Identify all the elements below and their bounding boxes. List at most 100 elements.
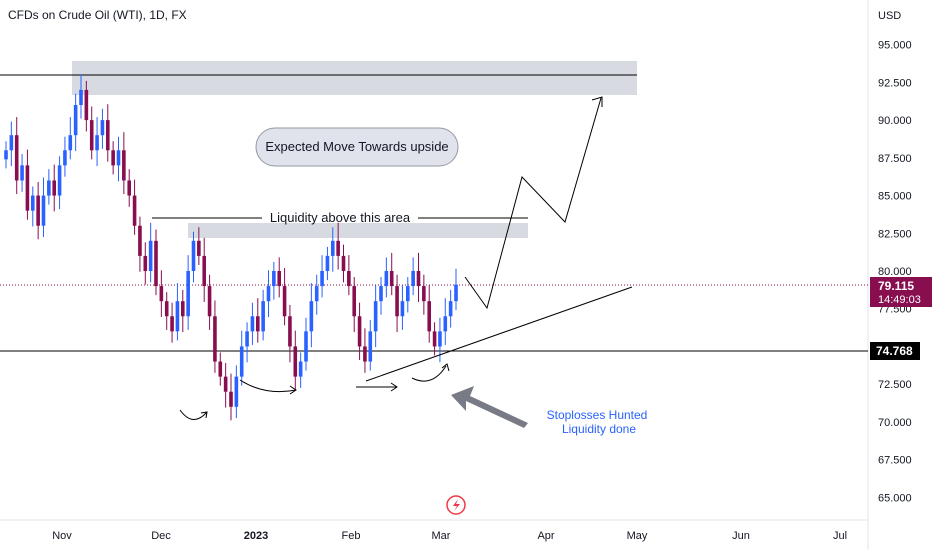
straight-arrowhead [390, 382, 398, 392]
currency-label: USD [878, 10, 901, 22]
candle-body [422, 286, 426, 302]
current-price-value: 79.115 [878, 279, 914, 293]
candle-body [116, 150, 121, 166]
y-tick-label: 65.000 [878, 492, 912, 504]
trendline [365, 286, 633, 382]
candle-body [320, 271, 324, 287]
y-tick-label: 80.000 [878, 266, 912, 278]
current-price-tag [870, 277, 932, 307]
candle-body [202, 255, 207, 287]
candle-body [448, 301, 453, 317]
candle-body [143, 255, 148, 271]
candle-body [218, 361, 223, 377]
y-tick-label: 85.000 [878, 191, 912, 203]
candle-body [68, 135, 73, 151]
candle-body [213, 316, 217, 362]
projected-arrowhead [591, 96, 603, 107]
candle-body [111, 150, 115, 166]
x-tick-label: Apr [537, 530, 554, 542]
supply-zone [72, 61, 637, 95]
candle-body [293, 346, 298, 377]
candle-body [4, 150, 8, 160]
candle-body [100, 120, 105, 136]
y-tick-label: 72.500 [878, 379, 912, 391]
level-price-value: 74.768 [876, 344, 913, 358]
candle-body [245, 331, 249, 347]
price-axis[interactable]: 95.000 92.500 90.000 87.500 85.000 82.500 80.0… [878, 40, 912, 505]
candle-body [57, 165, 62, 196]
candle-body [14, 135, 19, 181]
candle-body [352, 286, 357, 317]
liquidity-zone [188, 223, 528, 238]
chart-title: CFDs on Crude Oil (WTI), 1D, FX [8, 8, 187, 22]
lightning-icon[interactable] [446, 495, 466, 515]
x-tick-label: Nov [52, 530, 72, 542]
candle-body [105, 120, 110, 151]
candle-body [52, 180, 57, 196]
candle-body [357, 316, 362, 347]
candle-body [255, 316, 260, 332]
candle-body [25, 165, 30, 211]
candle-body [379, 286, 383, 302]
candle-body [416, 271, 421, 287]
candle-body [443, 316, 448, 332]
x-tick-label: Jul [833, 530, 847, 542]
candle-body [138, 225, 142, 256]
candle-body [9, 135, 14, 151]
candle-body [400, 301, 405, 317]
candle-body [170, 316, 174, 332]
candle-body [336, 240, 340, 256]
candle-body [127, 180, 132, 196]
candle-body [266, 286, 271, 302]
liquidity-label: Liquidity above this area [270, 210, 411, 225]
candle-body [314, 286, 319, 302]
lightning-bolt-shape [453, 499, 460, 511]
candle-body [41, 195, 46, 226]
candle-body [47, 180, 51, 196]
candle-body [89, 120, 94, 151]
candle-body [347, 271, 351, 287]
candle-body [154, 240, 158, 287]
candle-body [454, 284, 458, 302]
candle-body [20, 165, 24, 181]
expected-move-callout[interactable] [255, 127, 459, 167]
candle-body [389, 271, 394, 287]
candle-body [132, 195, 137, 226]
candle-body [180, 301, 185, 317]
candle-body [148, 240, 153, 271]
y-tick-label: 92.500 [878, 77, 912, 89]
candle-body [384, 271, 389, 287]
x-tick-label: 2023 [244, 530, 268, 542]
candle-body [368, 331, 373, 362]
candle-body [395, 286, 399, 317]
time-axis[interactable]: Nov Dec 2023 Feb Mar Apr May Jun Jul [52, 530, 847, 542]
candle-body [207, 286, 212, 317]
y-tick-label: 82.500 [878, 228, 912, 240]
candle-body [79, 89, 83, 106]
candle-body [282, 286, 287, 317]
candle-body [95, 135, 99, 151]
candle-body [239, 346, 244, 377]
x-tick-label: Jun [732, 530, 750, 542]
gray-pointer-arrow [451, 386, 528, 428]
y-tick-label: 70.000 [878, 417, 912, 429]
candle-body [304, 331, 308, 362]
candle-body [309, 301, 314, 332]
candle-body [191, 240, 196, 271]
candle-body [427, 301, 432, 332]
candle-body [234, 376, 239, 407]
candle-body [341, 255, 346, 271]
candle-body [298, 361, 303, 377]
candle-body [438, 331, 442, 347]
candle-body [159, 286, 164, 302]
x-tick-label: Mar [432, 530, 451, 542]
stoploss-label-2: Liquidity done [562, 422, 636, 436]
candle-body [405, 286, 410, 302]
candle-body [186, 271, 190, 317]
curve-arrowhead-2 [289, 385, 297, 395]
candle-body [288, 316, 292, 347]
expected-move-label: Expected Move Towards upside [265, 139, 448, 154]
candle-body [164, 301, 169, 317]
candle-body [36, 195, 40, 226]
